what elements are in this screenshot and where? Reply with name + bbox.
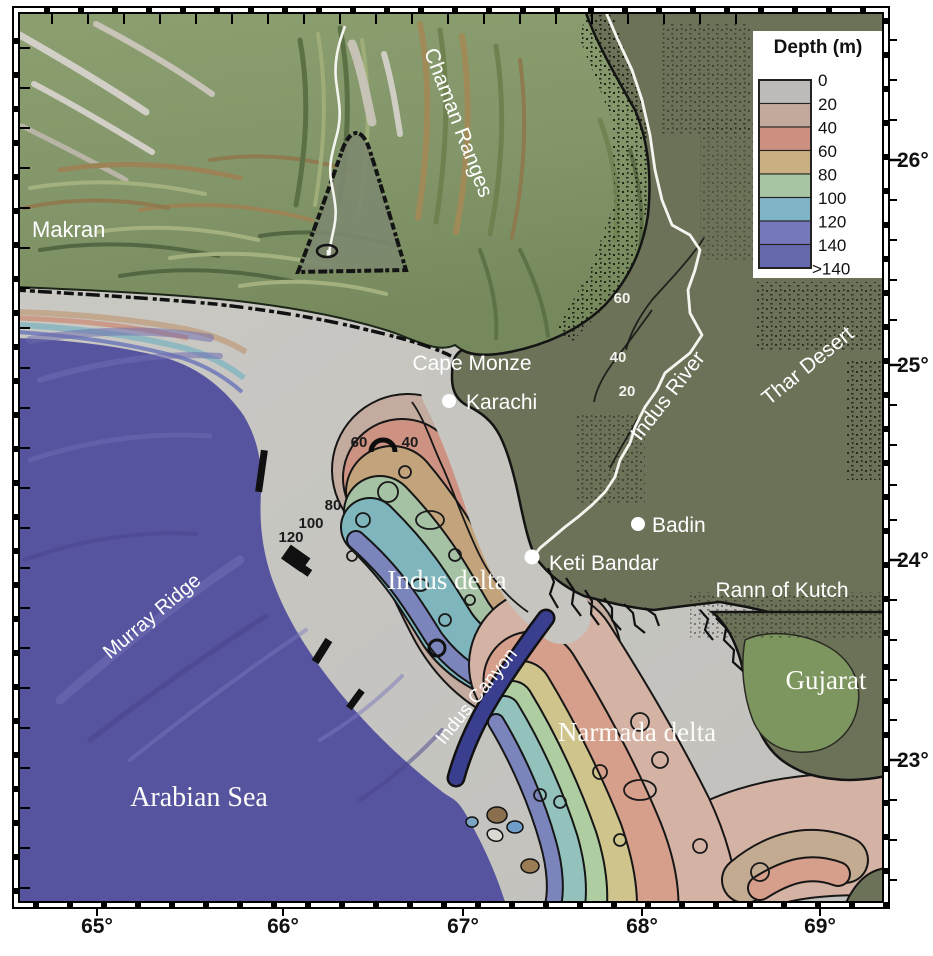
legend-tick-120: 120: [818, 213, 846, 232]
axis-lat-26: 26°: [897, 149, 929, 172]
shelf-edge-marks: [255, 449, 365, 711]
legend-tick-100: 100: [818, 189, 846, 208]
legend-swatch-gt140: [758, 243, 812, 269]
makran-coast-jag: [16, 288, 456, 360]
contour-120-shelf: 120: [278, 529, 303, 546]
legend-tick-60: 60: [818, 142, 837, 161]
foothill-contour-feature: [295, 131, 409, 275]
legend-bar-frame: [758, 79, 812, 269]
legend-tick-0: 0: [818, 71, 827, 90]
city-label-karachi: Karachi: [466, 391, 537, 414]
map-area: [16, 10, 886, 905]
legend-swatches: [758, 79, 812, 269]
axis-lon-69: 69°: [804, 915, 836, 938]
legend-tick-labels: 0 20 40 60 80 100 120 140 >140: [812, 71, 850, 279]
contour-60-land: 60: [614, 290, 631, 307]
city-label-keti-bandar: Keti Bandar: [549, 552, 659, 575]
contour-40-land: 40: [610, 349, 627, 366]
tidal-creeks: [546, 567, 744, 672]
axis-lon-65: 65°: [81, 915, 113, 938]
legend-swatch-20-40: [758, 102, 812, 128]
river-end-blob: [315, 243, 339, 259]
border-river: [326, 25, 347, 259]
legend-swatch-120-140: [758, 220, 812, 246]
legend-tick-20: 20: [818, 95, 837, 114]
label-rann-of-kutch: Rann of Kutch: [715, 579, 848, 602]
contour-40-shelf: 40: [402, 434, 419, 451]
contour-labels: 60 40 20 60 40 80 100 120: [278, 290, 635, 546]
karachi-dot: [442, 394, 456, 408]
legend-tick-140: 140: [818, 236, 846, 255]
axis-lon-68: 68°: [626, 915, 658, 938]
contour-80-shelf: 80: [325, 497, 342, 514]
label-narmada-delta: Narmada delta: [558, 717, 716, 747]
badin-dot: [631, 517, 645, 531]
gujarat-hills: [742, 632, 860, 753]
label-gujarat: Gujarat: [786, 665, 867, 695]
legend-tick-80: 80: [818, 166, 837, 185]
axis-labels: 65° 66° 67° 68° 69° 26° 25° 24° 23°: [81, 149, 929, 938]
sea-texture: [22, 327, 444, 802]
frame-ticks: [20, 14, 901, 916]
label-arabian-sea: Arabian Sea: [130, 782, 268, 813]
nearshore-gray-strip: [421, 361, 591, 644]
legend-swatch-40-60: [758, 126, 812, 152]
legend-swatch-0-20: [758, 79, 812, 105]
contour-20-land: 20: [619, 383, 636, 400]
indus-canyon-channel: [446, 608, 556, 788]
city-markers: Karachi Badin Keti Bandar: [442, 391, 706, 575]
legend-tick-gt140: >140: [812, 260, 850, 279]
legend-title: Depth (m): [774, 37, 863, 58]
legend-tick-40: 40: [818, 119, 837, 138]
label-indus-delta: Indus delta: [387, 565, 506, 595]
axis-lon-66: 66°: [267, 915, 299, 938]
nearshore-contour: [411, 401, 529, 613]
axis-lat-24: 24°: [897, 549, 929, 572]
legend-swatch-80-100: [758, 173, 812, 199]
legend-swatch-60-80: [758, 149, 812, 175]
indus-river-line: [531, 10, 704, 558]
axis-lon-67: 67°: [447, 915, 479, 938]
label-cape-monze: Cape Monze: [412, 352, 531, 375]
keti-bandar-dot: [524, 549, 540, 565]
axis-lat-25: 25°: [897, 354, 929, 377]
legend-swatch-100-120: [758, 196, 812, 222]
city-label-badin: Badin: [652, 514, 706, 537]
contour-pockets: [346, 437, 770, 882]
label-makran: Makran: [32, 217, 105, 242]
map-frame: [12, 6, 901, 916]
axis-lat-23: 23°: [897, 749, 929, 772]
contour-60-shelf: 60: [351, 434, 368, 451]
narmada-shelf-bands: [468, 588, 886, 905]
depth-legend: Depth (m) 0 20 40 60 80 100 120 140 >140: [753, 31, 884, 279]
corner-land: [843, 866, 886, 905]
contour-100-shelf: 100: [298, 515, 323, 532]
land-contours: [593, 237, 705, 469]
